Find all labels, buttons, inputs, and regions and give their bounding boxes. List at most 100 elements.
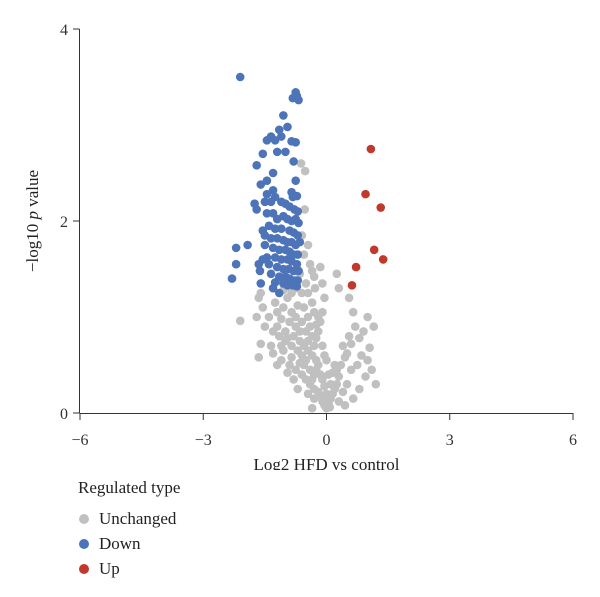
point-unchanged bbox=[318, 394, 328, 403]
point-unchanged bbox=[309, 341, 319, 351]
point-unchanged bbox=[365, 343, 374, 353]
x-tick-label: 0 bbox=[323, 432, 331, 449]
point-down bbox=[260, 231, 270, 240]
point-down bbox=[294, 218, 303, 228]
point-down bbox=[272, 147, 282, 157]
point-unchanged bbox=[291, 365, 300, 375]
scatter-plot: −6 −3 0 3 6 0 2 4 Log2 HFD vs control −log10 p … bbox=[23, 22, 577, 470]
point-unchanged bbox=[301, 327, 311, 336]
legend-marker-up bbox=[79, 563, 89, 574]
point-down bbox=[294, 266, 303, 276]
point-down bbox=[258, 149, 268, 159]
point-unchanged bbox=[254, 353, 264, 362]
point-up bbox=[378, 255, 388, 264]
point-down bbox=[260, 240, 270, 250]
point-down bbox=[292, 191, 302, 201]
point-unchanged bbox=[291, 312, 300, 322]
point-unchanged bbox=[300, 166, 310, 176]
point-up bbox=[361, 189, 370, 199]
point-down bbox=[262, 209, 272, 218]
point-unchanged bbox=[274, 331, 284, 341]
point-unchanged bbox=[316, 262, 325, 272]
point-unchanged bbox=[348, 307, 358, 317]
legend-marker-unchanged bbox=[79, 513, 89, 524]
point-unchanged bbox=[254, 293, 264, 303]
point-down bbox=[293, 207, 303, 216]
point-unchanged bbox=[272, 307, 282, 317]
point-unchanged bbox=[307, 298, 317, 307]
point-unchanged bbox=[301, 279, 311, 288]
y-axis-label-part-1: −log10 bbox=[23, 220, 42, 273]
x-tick-label: 6 bbox=[569, 432, 577, 449]
point-unchanged bbox=[367, 365, 376, 375]
point-unchanged bbox=[235, 316, 245, 326]
point-down bbox=[274, 245, 284, 255]
point-unchanged bbox=[325, 402, 335, 412]
point-unchanged bbox=[287, 341, 296, 351]
point-down bbox=[277, 224, 286, 233]
point-unchanged bbox=[338, 341, 348, 351]
point-unchanged bbox=[334, 397, 344, 406]
point-unchanged bbox=[272, 360, 282, 370]
legend-item-up: Up bbox=[78, 556, 180, 581]
point-unchanged bbox=[310, 283, 320, 293]
point-unchanged bbox=[252, 312, 261, 322]
y-axis-label-part-2: p bbox=[23, 211, 42, 221]
point-unchanged bbox=[334, 372, 344, 381]
point-down bbox=[268, 168, 278, 178]
point-down bbox=[292, 281, 302, 291]
legend-label-unchanged: Unchanged bbox=[99, 508, 177, 528]
point-down bbox=[274, 288, 284, 298]
point-unchanged bbox=[359, 327, 368, 336]
point-down bbox=[227, 274, 237, 283]
point-down bbox=[274, 125, 284, 135]
point-unchanged bbox=[296, 159, 306, 168]
point-unchanged bbox=[363, 312, 372, 322]
point-down bbox=[270, 136, 280, 145]
x-tick-label: −3 bbox=[195, 432, 212, 449]
point-unchanged bbox=[313, 312, 323, 322]
point-unchanged bbox=[307, 403, 317, 413]
point-down bbox=[293, 250, 303, 259]
point-down bbox=[268, 283, 278, 293]
point-unchanged bbox=[303, 389, 313, 399]
point-unchanged bbox=[348, 394, 358, 403]
legend-label-down: Down bbox=[99, 533, 141, 553]
point-unchanged bbox=[357, 351, 366, 360]
point-unchanged bbox=[346, 339, 356, 349]
point-down bbox=[289, 157, 298, 166]
point-unchanged bbox=[309, 272, 319, 281]
point-unchanged bbox=[369, 322, 379, 331]
point-unchanged bbox=[340, 401, 350, 410]
point-down bbox=[231, 259, 241, 269]
point-unchanged bbox=[320, 293, 329, 303]
point-unchanged bbox=[289, 375, 298, 384]
point-unchanged bbox=[320, 381, 329, 391]
y-tick-label: 2 bbox=[60, 214, 68, 231]
data-points bbox=[227, 72, 388, 413]
x-axis-label: Log2 HFD vs control bbox=[254, 455, 400, 470]
point-down bbox=[268, 185, 278, 195]
point-down bbox=[277, 255, 286, 264]
point-unchanged bbox=[287, 353, 296, 362]
point-unchanged bbox=[361, 372, 370, 381]
x-tick-label: 3 bbox=[446, 432, 454, 449]
point-down bbox=[252, 161, 261, 170]
point-unchanged bbox=[299, 250, 309, 259]
point-unchanged bbox=[264, 312, 274, 322]
point-down bbox=[266, 269, 276, 279]
point-unchanged bbox=[268, 349, 278, 358]
point-unchanged bbox=[355, 384, 364, 394]
point-unchanged bbox=[353, 360, 362, 370]
point-unchanged bbox=[303, 288, 313, 298]
legend-item-unchanged: Unchanged bbox=[78, 506, 180, 531]
point-up bbox=[369, 245, 379, 255]
point-up bbox=[347, 281, 357, 290]
point-unchanged bbox=[363, 355, 372, 365]
point-down bbox=[293, 231, 303, 240]
point-down bbox=[260, 197, 270, 207]
point-down bbox=[262, 176, 272, 185]
point-down bbox=[252, 205, 261, 214]
point-down bbox=[279, 111, 288, 120]
point-unchanged bbox=[295, 358, 305, 368]
